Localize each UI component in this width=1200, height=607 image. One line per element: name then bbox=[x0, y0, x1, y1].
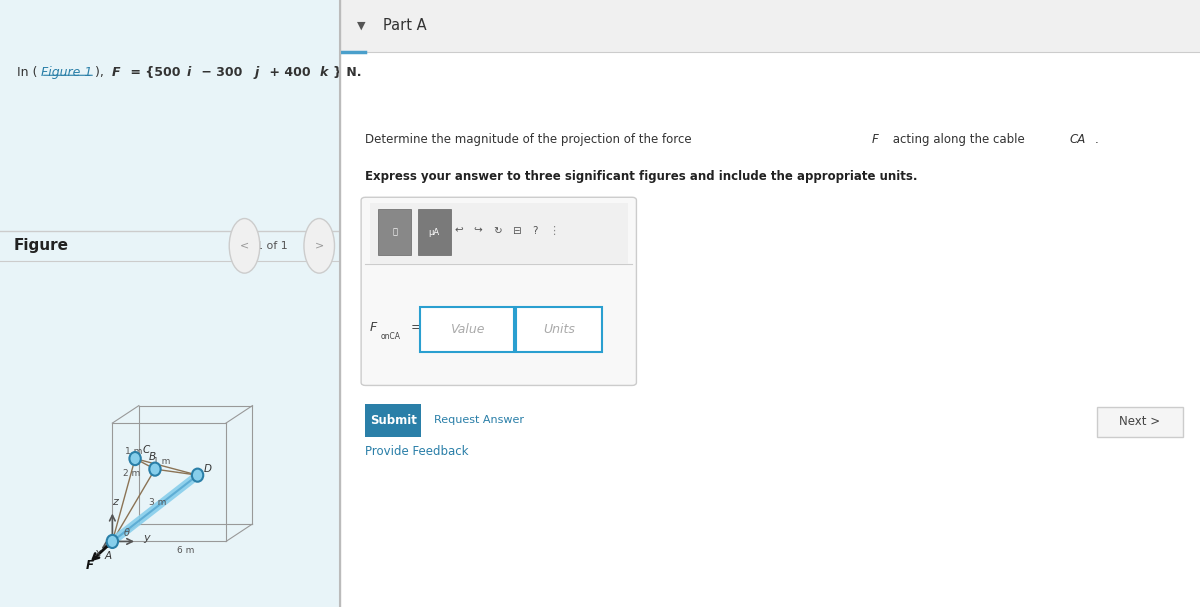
Text: F: F bbox=[85, 559, 94, 572]
Text: Part A: Part A bbox=[383, 18, 426, 33]
FancyBboxPatch shape bbox=[361, 197, 636, 385]
Text: Units: Units bbox=[544, 323, 575, 336]
Text: F: F bbox=[871, 133, 878, 146]
Bar bbox=[340, 0, 1200, 52]
Bar bbox=[1097, 407, 1183, 437]
Text: = {500: = {500 bbox=[126, 66, 180, 80]
Text: i: i bbox=[187, 66, 191, 80]
Text: acting along the cable: acting along the cable bbox=[888, 133, 1028, 146]
Text: Submit: Submit bbox=[370, 414, 416, 427]
Text: In (: In ( bbox=[17, 66, 37, 80]
Circle shape bbox=[149, 463, 161, 476]
Bar bbox=[370, 203, 628, 264]
Text: CA: CA bbox=[1069, 133, 1086, 146]
Text: − 300: − 300 bbox=[197, 66, 242, 80]
Circle shape bbox=[229, 219, 259, 273]
Text: θ: θ bbox=[124, 528, 130, 538]
Circle shape bbox=[304, 219, 335, 273]
Bar bbox=[420, 307, 515, 352]
Text: ⬛: ⬛ bbox=[392, 228, 397, 237]
Text: C: C bbox=[143, 445, 150, 455]
Text: ▼: ▼ bbox=[356, 21, 365, 31]
Text: 2 m: 2 m bbox=[122, 469, 140, 478]
Text: D: D bbox=[204, 464, 212, 473]
Text: Determine the magnitude of the projection of the force: Determine the magnitude of the projectio… bbox=[366, 133, 696, 146]
Text: =: = bbox=[410, 321, 421, 334]
Bar bbox=[378, 209, 412, 255]
Text: z: z bbox=[113, 497, 119, 507]
Text: ↻: ↻ bbox=[493, 226, 502, 236]
Bar bbox=[516, 307, 602, 352]
Text: .: . bbox=[1096, 133, 1099, 146]
Text: μA: μA bbox=[428, 228, 440, 237]
Text: ?: ? bbox=[532, 226, 538, 236]
Text: j: j bbox=[254, 66, 259, 80]
Text: Provide Feedback: Provide Feedback bbox=[366, 446, 469, 458]
Text: F: F bbox=[370, 321, 377, 334]
Text: Next >: Next > bbox=[1120, 415, 1160, 429]
Text: ↩: ↩ bbox=[455, 226, 463, 236]
Text: A: A bbox=[104, 551, 112, 560]
Text: } N.: } N. bbox=[332, 66, 361, 80]
Text: onCA: onCA bbox=[380, 333, 401, 341]
Text: 1 m: 1 m bbox=[125, 447, 143, 456]
Text: Figure: Figure bbox=[13, 239, 68, 253]
Text: >: > bbox=[314, 241, 324, 251]
Text: Value: Value bbox=[450, 323, 484, 336]
Text: F: F bbox=[112, 66, 120, 80]
Text: ↪: ↪ bbox=[474, 226, 482, 236]
Text: <: < bbox=[240, 241, 250, 251]
Text: k: k bbox=[319, 66, 328, 80]
Bar bbox=[366, 404, 421, 437]
Text: ⊟: ⊟ bbox=[511, 226, 521, 236]
Text: Express your answer to three significant figures and include the appropriate uni: Express your answer to three significant… bbox=[366, 169, 918, 183]
Text: B: B bbox=[149, 452, 155, 462]
Text: y: y bbox=[143, 534, 150, 543]
Text: 6 m: 6 m bbox=[178, 546, 194, 555]
Text: ⋮: ⋮ bbox=[548, 226, 559, 236]
Circle shape bbox=[192, 469, 203, 482]
Text: + 400: + 400 bbox=[265, 66, 311, 80]
Bar bbox=[418, 209, 450, 255]
Text: ),: ), bbox=[95, 66, 108, 80]
Text: Figure 1: Figure 1 bbox=[41, 66, 92, 80]
Text: x: x bbox=[95, 548, 101, 558]
Text: Request Answer: Request Answer bbox=[434, 415, 524, 426]
Circle shape bbox=[107, 535, 118, 548]
Text: 1 m: 1 m bbox=[152, 458, 170, 467]
Text: 1 of 1: 1 of 1 bbox=[256, 241, 288, 251]
Text: 3 m: 3 m bbox=[149, 498, 167, 507]
Circle shape bbox=[130, 452, 140, 465]
